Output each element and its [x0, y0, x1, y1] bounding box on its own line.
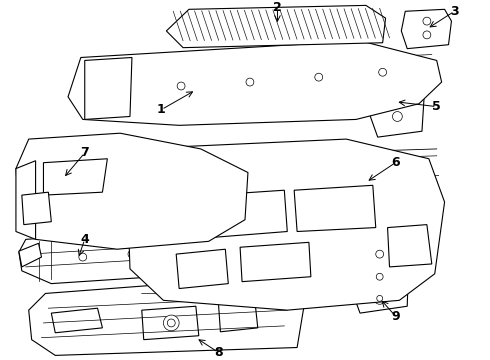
Circle shape [376, 250, 384, 258]
Polygon shape [68, 41, 441, 125]
Polygon shape [294, 185, 376, 231]
Polygon shape [16, 133, 248, 249]
Text: 1: 1 [157, 103, 166, 116]
Circle shape [392, 87, 402, 97]
Polygon shape [29, 279, 304, 355]
Circle shape [167, 319, 175, 327]
Circle shape [246, 78, 254, 86]
Text: 4: 4 [80, 233, 89, 246]
Polygon shape [176, 249, 228, 288]
Polygon shape [368, 67, 425, 137]
Circle shape [423, 31, 431, 39]
Circle shape [172, 247, 180, 255]
Polygon shape [16, 161, 36, 239]
Circle shape [423, 17, 431, 25]
Circle shape [379, 68, 387, 76]
Polygon shape [219, 300, 258, 332]
Circle shape [128, 250, 136, 258]
Polygon shape [211, 190, 287, 237]
Circle shape [118, 86, 126, 94]
Polygon shape [401, 9, 451, 49]
Text: 7: 7 [80, 147, 89, 159]
Polygon shape [142, 306, 199, 339]
Polygon shape [19, 228, 252, 284]
Polygon shape [127, 139, 444, 310]
Circle shape [376, 273, 383, 280]
Circle shape [377, 296, 383, 301]
Circle shape [315, 73, 323, 81]
Polygon shape [44, 159, 107, 195]
Circle shape [374, 292, 386, 304]
Polygon shape [132, 185, 189, 228]
Circle shape [392, 112, 402, 121]
Text: 2: 2 [273, 1, 282, 14]
Polygon shape [166, 5, 386, 48]
Text: 3: 3 [450, 5, 459, 18]
Text: 8: 8 [214, 346, 223, 359]
Text: 9: 9 [391, 310, 400, 323]
Polygon shape [22, 192, 51, 225]
Circle shape [163, 315, 179, 331]
Circle shape [177, 82, 185, 90]
Polygon shape [19, 243, 42, 267]
Circle shape [373, 270, 387, 284]
Polygon shape [348, 226, 409, 313]
Polygon shape [388, 225, 432, 267]
Text: 5: 5 [432, 100, 441, 113]
Circle shape [79, 253, 87, 261]
Polygon shape [51, 308, 102, 333]
Text: 6: 6 [391, 156, 400, 169]
Circle shape [372, 246, 388, 262]
Polygon shape [240, 242, 311, 282]
Polygon shape [85, 58, 132, 120]
Circle shape [212, 244, 220, 252]
